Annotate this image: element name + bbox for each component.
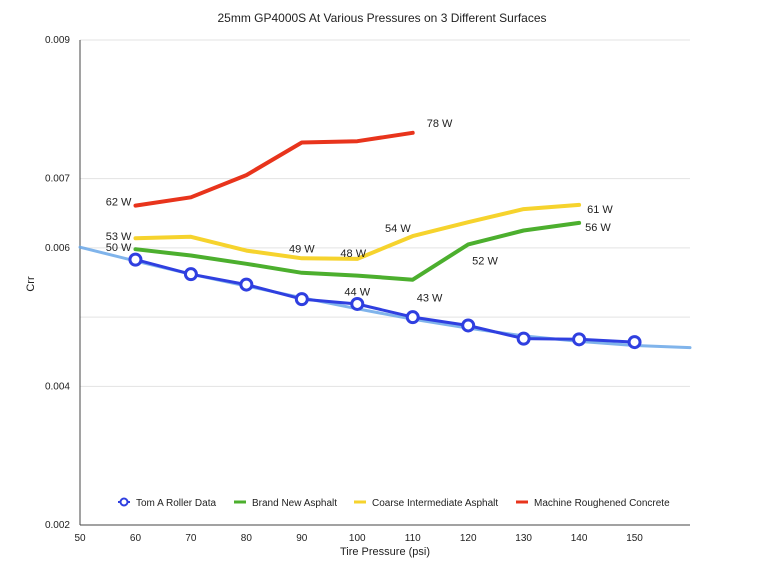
- x-tick-label: 80: [241, 533, 253, 544]
- legend-item: Tom A Roller Data: [118, 497, 216, 509]
- series-brand-new-asphalt: 50 W 44 W 43 W 52 W 56 W: [106, 220, 611, 305]
- legend-swatch-marker: [119, 497, 129, 507]
- data-point: [627, 335, 642, 350]
- series-line: [133, 130, 415, 208]
- x-axis-title: Tire Pressure (psi): [340, 546, 430, 558]
- plot-area: 62 W 78 W 53 W 49 W 48 W 54 W 61 W 50 W 44 W 43 W…: [78, 118, 692, 350]
- legend-item: Brand New Asphalt: [234, 498, 337, 509]
- data-point: [405, 310, 420, 325]
- y-tick-label: 0.007: [45, 174, 70, 185]
- series-machine-roughened-concrete: 62 W 78 W: [106, 118, 453, 209]
- x-tick-label: 70: [185, 533, 197, 544]
- x-tick-label: 130: [515, 533, 532, 544]
- data-label: 78 W: [427, 118, 453, 130]
- x-tick-label: 50: [74, 533, 86, 544]
- data-point: [461, 318, 476, 333]
- x-tick-label: 60: [130, 533, 142, 544]
- y-tick-label: 0.004: [45, 381, 70, 392]
- legend-label: Tom A Roller Data: [136, 498, 216, 509]
- data-label: 62 W: [106, 197, 132, 209]
- data-point: [350, 296, 365, 311]
- legend-item: Coarse Intermediate Asphalt: [354, 498, 498, 509]
- legend: Tom A Roller Data Brand New Asphalt Coarse…: [118, 497, 670, 509]
- y-tick-labels: 0.002 0.004 0.006 0.007 0.009: [45, 35, 70, 531]
- legend-label: Coarse Intermediate Asphalt: [372, 498, 498, 509]
- x-tick-label: 110: [405, 533, 421, 544]
- x-tick-label: 140: [571, 533, 588, 544]
- series-line: [134, 258, 636, 344]
- data-label: 50 W: [106, 242, 132, 254]
- data-point: [572, 332, 587, 347]
- x-tick-labels: 50 60 70 80 90 100 110 120 130 140 150: [74, 533, 643, 544]
- data-label: 44 W: [344, 287, 370, 299]
- data-point: [294, 292, 309, 307]
- data-label: 48 W: [340, 248, 366, 260]
- series-coarse-intermediate-asphalt: 53 W 49 W 48 W 54 W 61 W: [106, 202, 613, 261]
- axes: [79, 40, 690, 526]
- series-line: [133, 220, 582, 282]
- data-label: 43 W: [417, 293, 443, 305]
- y-tick-label: 0.009: [45, 35, 70, 46]
- trend-line: [78, 245, 692, 350]
- y-axis-title: Crr: [25, 276, 37, 292]
- series-line: [133, 202, 582, 261]
- data-label: 49 W: [289, 243, 315, 255]
- data-point: [128, 252, 143, 267]
- x-tick-label: 150: [626, 533, 643, 544]
- legend-label: Machine Roughened Concrete: [534, 498, 670, 509]
- x-tick-label: 100: [349, 533, 366, 544]
- x-tick-label: 90: [296, 533, 308, 544]
- data-point: [183, 267, 198, 282]
- data-point: [239, 277, 254, 292]
- legend-label: Brand New Asphalt: [252, 498, 337, 509]
- chart-title: 25mm GP4000S At Various Pressures on 3 D…: [217, 11, 546, 25]
- y-tick-label: 0.002: [45, 520, 70, 531]
- data-point: [516, 331, 531, 346]
- data-label: 54 W: [385, 223, 411, 235]
- data-label: 61 W: [587, 204, 613, 216]
- x-tick-label: 120: [460, 533, 477, 544]
- series-tom-a-roller-data: [128, 252, 642, 350]
- y-tick-label: 0.006: [45, 243, 70, 254]
- data-label: 52 W: [472, 255, 498, 267]
- data-label: 53 W: [106, 231, 132, 243]
- legend-item: Machine Roughened Concrete: [516, 498, 670, 509]
- data-label: 56 W: [585, 222, 611, 234]
